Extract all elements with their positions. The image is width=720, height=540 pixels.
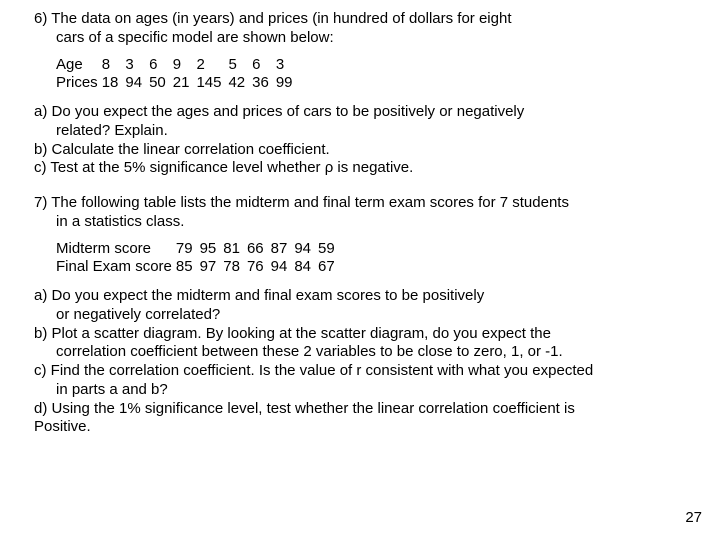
- q6-age-2: 6: [149, 56, 173, 75]
- table-row: Midterm score 79 95 81 66 87 94 59: [56, 240, 342, 259]
- q7-intro-line1: 7) The following table lists the midterm…: [34, 194, 690, 213]
- q7-fin-4: 94: [271, 258, 295, 277]
- q7-mid-6: 59: [318, 240, 342, 259]
- q6-age-1: 3: [125, 56, 149, 75]
- q7-intro-line2: in a statistics class.: [34, 213, 690, 232]
- q7-parts: a) Do you expect the midterm and final e…: [34, 287, 690, 437]
- q6-data-table: Age 8 3 6 9 2 5 6 3 Prices 18 94 50 21 1…: [56, 56, 300, 94]
- q7-mid-4: 87: [271, 240, 295, 259]
- q7-mid-5: 94: [294, 240, 318, 259]
- table-row: Prices 18 94 50 21 145 42 36 99: [56, 74, 300, 93]
- q6-price-0: 18: [102, 74, 126, 93]
- q7-fin-3: 76: [247, 258, 271, 277]
- q7-fin-6: 67: [318, 258, 342, 277]
- q6-intro: 6) The data on ages (in years) and price…: [34, 10, 690, 48]
- q7-part-b-l1: b) Plot a scatter diagram. By looking at…: [34, 325, 690, 344]
- q7-data-table: Midterm score 79 95 81 66 87 94 59 Final…: [56, 240, 342, 278]
- q6-parts: a) Do you expect the ages and prices of …: [34, 103, 690, 178]
- q6-row1-label: Age: [56, 56, 102, 75]
- q6-part-a-l2: related? Explain.: [34, 122, 690, 141]
- q7-mid-3: 66: [247, 240, 271, 259]
- q6-price-4: 145: [196, 74, 228, 93]
- page-number: 27: [685, 509, 702, 528]
- q6-intro-line2: cars of a specific model are shown below…: [34, 29, 690, 48]
- q6-row2-label: Prices: [56, 74, 102, 93]
- page-content: 6) The data on ages (in years) and price…: [0, 0, 720, 437]
- q6-price-5: 42: [228, 74, 252, 93]
- q6-age-3: 9: [173, 56, 197, 75]
- q6-price-6: 36: [252, 74, 276, 93]
- q7-row2-label: Final Exam score: [56, 258, 176, 277]
- q6-age-5: 5: [228, 56, 252, 75]
- q7-mid-2: 81: [223, 240, 247, 259]
- q6-intro-line1: 6) The data on ages (in years) and price…: [34, 10, 690, 29]
- q6-age-7: 3: [276, 56, 300, 75]
- q6-part-c: c) Test at the 5% significance level whe…: [34, 159, 690, 178]
- table-row: Final Exam score 85 97 78 76 94 84 67: [56, 258, 342, 277]
- q7-part-a-l2: or negatively correlated?: [34, 306, 690, 325]
- q6-price-3: 21: [173, 74, 197, 93]
- q6-price-7: 99: [276, 74, 300, 93]
- q7-intro: 7) The following table lists the midterm…: [34, 194, 690, 232]
- q7-part-c-l2: in parts a and b?: [34, 381, 690, 400]
- q7-fin-0: 85: [176, 258, 200, 277]
- q6-part-a-l1: a) Do you expect the ages and prices of …: [34, 103, 690, 122]
- q7-fin-5: 84: [294, 258, 318, 277]
- q6-price-2: 50: [149, 74, 173, 93]
- q6-age-4: 2: [196, 56, 228, 75]
- q7-mid-1: 95: [200, 240, 224, 259]
- q6-age-6: 6: [252, 56, 276, 75]
- q7-mid-0: 79: [176, 240, 200, 259]
- q6-part-b: b) Calculate the linear correlation coef…: [34, 141, 690, 160]
- q7-part-c-l1: c) Find the correlation coefficient. Is …: [34, 362, 690, 381]
- table-row: Age 8 3 6 9 2 5 6 3: [56, 56, 300, 75]
- q7-fin-2: 78: [223, 258, 247, 277]
- q7-part-b-l2: correlation coefficient between these 2 …: [34, 343, 690, 362]
- q7-part-d-l1: d) Using the 1% significance level, test…: [34, 400, 690, 419]
- q6-price-1: 94: [125, 74, 149, 93]
- q7-row1-label: Midterm score: [56, 240, 176, 259]
- q7-part-a-l1: a) Do you expect the midterm and final e…: [34, 287, 690, 306]
- q7-fin-1: 97: [200, 258, 224, 277]
- q6-age-0: 8: [102, 56, 126, 75]
- q7-part-d-l2: Positive.: [34, 418, 690, 437]
